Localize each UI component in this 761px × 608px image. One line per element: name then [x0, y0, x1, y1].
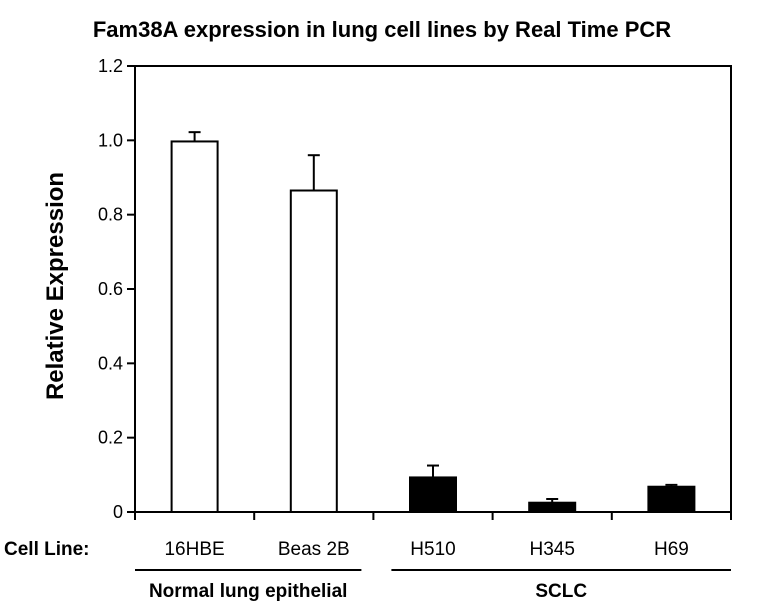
- bar-h510: [409, 476, 457, 513]
- x-axis-prefix: Cell Line:: [4, 539, 90, 560]
- x-tick-label: 16HBE: [164, 539, 224, 560]
- y-tick-label: 0.2: [98, 428, 123, 448]
- group-label: Normal lung epithelial: [149, 581, 347, 602]
- y-tick-label: 1.0: [98, 130, 123, 150]
- y-tick-label: 0.6: [98, 279, 123, 299]
- bars: [170, 131, 696, 514]
- group-label: SCLC: [535, 581, 587, 602]
- plot-frame: [134, 65, 732, 513]
- y-tick-label: 0: [113, 502, 123, 522]
- chart-title: Fam38A expression in lung cell lines by …: [93, 17, 671, 42]
- x-tick-label: H345: [529, 539, 574, 560]
- bar-beas-2b: [289, 189, 338, 513]
- y-axis-label: Relative Expression: [42, 172, 69, 400]
- bar-16hbe: [170, 140, 219, 513]
- y-tick-label: 0.4: [98, 353, 123, 373]
- y-tick-label: 1.2: [98, 56, 123, 76]
- x-tick-label: H510: [410, 539, 455, 560]
- y-axis: 0 0.2 0.4 0.6 0.8 1.0 1.2: [98, 56, 135, 522]
- bar-h345: [528, 501, 577, 514]
- x-tick-label: Beas 2B: [278, 539, 350, 560]
- y-tick-label: 0.8: [98, 205, 123, 225]
- x-tick-label: H69: [654, 539, 689, 560]
- bar-h69: [647, 485, 696, 513]
- x-axis: 16HBE Beas 2B H510 H345 H69: [134, 512, 732, 560]
- group-brackets: Normal lung epithelial SCLC: [135, 569, 731, 602]
